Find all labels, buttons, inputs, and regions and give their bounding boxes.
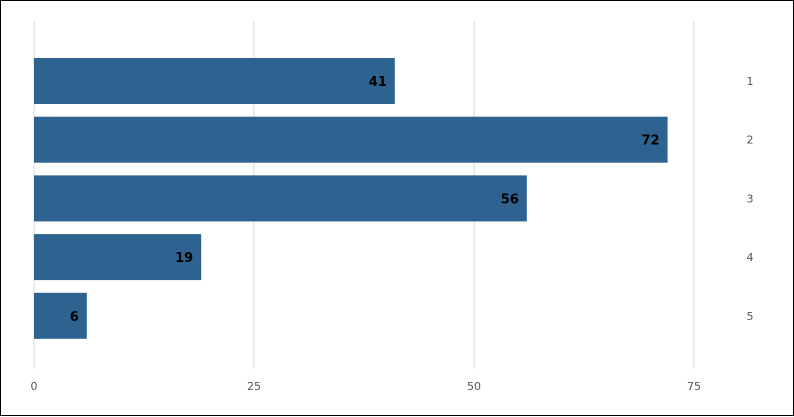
category-label-2: 2 <box>747 134 754 147</box>
data-label-4: 19 <box>175 251 193 266</box>
category-label-3: 3 <box>747 192 754 205</box>
bar-1 <box>34 58 395 104</box>
bars <box>34 58 668 339</box>
category-label-5: 5 <box>747 310 754 323</box>
data-label-3: 56 <box>501 192 519 207</box>
bar-4 <box>34 234 202 281</box>
data-label-2: 72 <box>642 134 660 149</box>
x-tick-label-75: 75 <box>687 380 701 393</box>
data-label-5: 6 <box>70 310 79 325</box>
x-tick-label-0: 0 <box>31 380 38 393</box>
data-labels: 41 72 56 19 6 <box>70 75 660 325</box>
bar-5 <box>34 292 87 339</box>
data-label-1: 41 <box>369 75 387 90</box>
category-label-4: 4 <box>747 251 754 264</box>
bar-3 <box>34 175 527 222</box>
category-label-1: 1 <box>747 75 754 88</box>
x-tick-label-50: 50 <box>467 380 481 393</box>
x-tick-label-25: 25 <box>247 380 261 393</box>
bar-2 <box>34 116 668 163</box>
x-tick-labels: 0 25 50 75 <box>31 380 702 393</box>
category-labels: 1 2 3 4 5 <box>747 75 754 323</box>
